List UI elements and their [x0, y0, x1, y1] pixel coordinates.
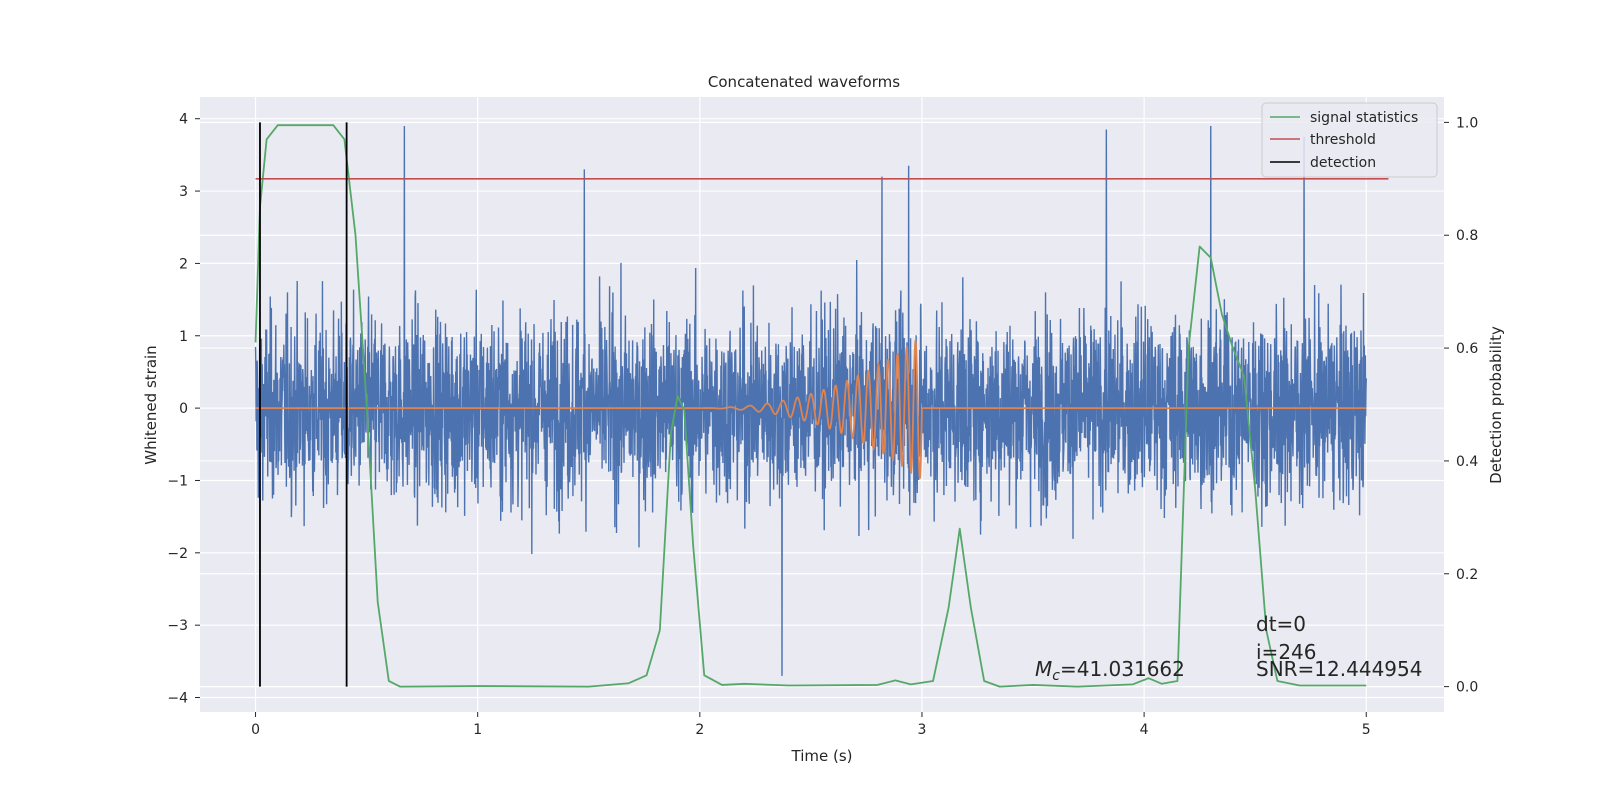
right-y-tick-label: 1.0	[1456, 115, 1478, 131]
x-tick-labels: 0 1 2 3 4 5	[251, 712, 1371, 738]
mc-value: =41.031662	[1060, 657, 1185, 681]
signal-statistics-line	[254, 124, 1367, 688]
right-y-axis-label: Detection probability	[1487, 326, 1505, 484]
left-y-tick-label: −3	[167, 618, 188, 634]
mc-subscript: c	[1052, 668, 1060, 684]
x-axis-label: Time (s)	[791, 747, 853, 765]
x-tick-label: 5	[1362, 722, 1371, 738]
right-y-tick-label: 0.0	[1456, 680, 1478, 696]
x-tick-label: 4	[1140, 722, 1149, 738]
dt-annotation: dt=0	[1256, 612, 1306, 636]
noise-line	[254, 125, 1367, 676]
i-annotation: i=246	[1256, 640, 1317, 664]
left-y-tick-label: −2	[167, 546, 188, 562]
left-y-tick-labels: 4 3 2 1 0 −1 −2 −3 −4	[167, 112, 200, 707]
signal-statistics-series	[254, 124, 1367, 688]
left-y-tick-label: 0	[179, 401, 188, 417]
injection-series	[255, 340, 1367, 479]
legend: signal statistics threshold detection	[1261, 102, 1438, 178]
left-y-tick-label: −4	[167, 691, 188, 707]
right-y-gridlines	[200, 121, 1444, 688]
left-y-axis-label: Whitened strain	[142, 345, 160, 464]
x-tick-label: 2	[695, 722, 704, 738]
right-y-tick-label: 0.4	[1456, 454, 1478, 470]
left-y-tick-label: 2	[179, 256, 188, 272]
annotations: Mc=41.031662 dt=0 i=246 SNR=12.444954	[1035, 612, 1422, 684]
x-tick-label: 3	[918, 722, 927, 738]
x-tick-label: 0	[251, 722, 260, 738]
mc-symbol: M	[1035, 657, 1052, 681]
snr-annotation: SNR=12.444954	[1256, 657, 1422, 681]
right-y-tick-label: 0.2	[1456, 567, 1478, 583]
mc-annotation: Mc=41.031662	[1035, 657, 1185, 684]
x-tick-label: 1	[473, 722, 482, 738]
left-y-tick-label: 1	[179, 329, 188, 345]
legend-label-detection: detection	[1310, 155, 1376, 171]
right-y-tick-label: 0.8	[1456, 228, 1478, 244]
chart-title: Concatenated waveforms	[708, 73, 900, 91]
left-y-tick-label: 3	[179, 184, 188, 200]
noise-series	[254, 125, 1367, 676]
left-y-tick-label: 4	[179, 112, 188, 128]
legend-box	[1261, 102, 1438, 178]
plot-area	[200, 97, 1444, 712]
right-y-tick-label: 0.6	[1456, 341, 1478, 357]
detection-series	[259, 122, 348, 687]
legend-label-threshold: threshold	[1310, 132, 1376, 148]
right-y-tick-labels: 1.0 0.8 0.6 0.4 0.2 0.0	[1444, 115, 1478, 696]
legend-label-signal-statistics: signal statistics	[1310, 110, 1418, 126]
injection-line	[255, 340, 1367, 479]
left-y-tick-label: −1	[167, 473, 188, 489]
